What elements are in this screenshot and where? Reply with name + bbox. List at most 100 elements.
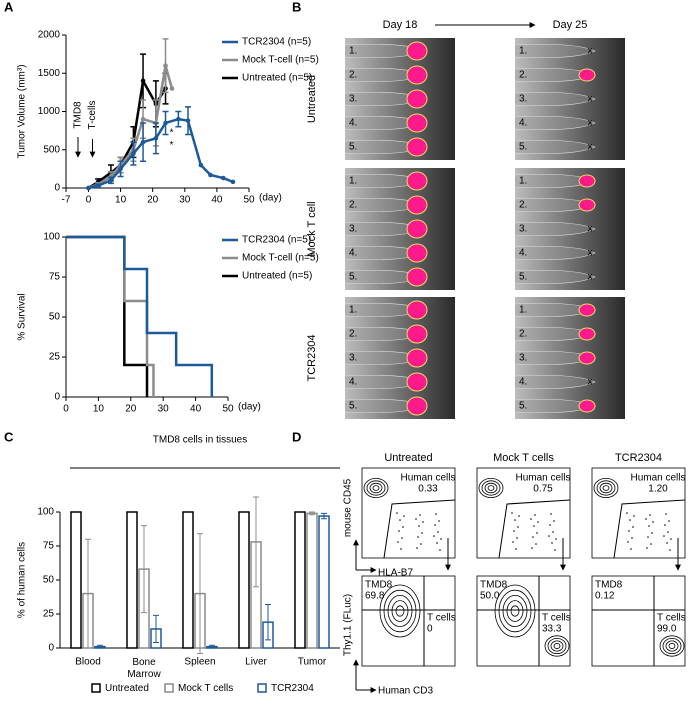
legend-swatch xyxy=(257,683,267,693)
y-tick-label: 0 xyxy=(48,643,54,654)
gate xyxy=(383,499,456,559)
gate xyxy=(498,499,571,559)
event xyxy=(554,549,556,551)
data-point xyxy=(118,166,123,172)
mouse-label: 3. xyxy=(349,224,357,235)
event xyxy=(530,518,532,520)
column-title: Day 25 xyxy=(553,19,588,31)
gate-label: T cells xyxy=(542,613,571,624)
excluded-mark: x xyxy=(588,272,593,283)
gate-value: 0.33 xyxy=(418,484,438,495)
annotation: * xyxy=(170,128,174,139)
mouse-outline xyxy=(514,374,596,390)
event xyxy=(418,525,420,527)
x-tick-label: Tumor xyxy=(298,657,327,668)
mouse-outline xyxy=(514,115,596,131)
event xyxy=(421,532,423,534)
column-title: Untreated xyxy=(384,452,432,464)
y-tick-label: 25 xyxy=(43,609,55,620)
x-tick-label: 10 xyxy=(93,404,105,415)
excluded-mark: x xyxy=(588,46,593,57)
contour xyxy=(596,480,616,496)
x-tick-label: 0 xyxy=(63,404,69,415)
data-point xyxy=(140,78,146,84)
y-tick-label: 100 xyxy=(43,232,60,243)
data-point xyxy=(131,151,136,156)
luminescence xyxy=(406,300,428,320)
event xyxy=(511,512,513,514)
luminescence xyxy=(406,267,428,287)
error-bar xyxy=(97,644,103,649)
x-tick-label: 50 xyxy=(243,195,255,206)
mouse-label: 4. xyxy=(519,248,527,259)
event xyxy=(633,515,635,517)
luminescence xyxy=(578,198,596,212)
data-point xyxy=(208,172,213,178)
luminescence xyxy=(406,372,428,392)
luminescence xyxy=(406,41,428,61)
luminescence xyxy=(406,137,428,157)
mouse-label: 1. xyxy=(519,176,527,187)
legend-label: Mock T cells xyxy=(178,683,233,694)
mouse-label: 2. xyxy=(349,329,357,340)
error-bar xyxy=(321,512,327,520)
contour xyxy=(379,584,421,638)
data-point xyxy=(95,183,101,189)
mouse-label: 5. xyxy=(519,401,527,412)
y-tick-label: 0 xyxy=(54,183,60,194)
mouse-outline xyxy=(514,43,596,59)
legend-label: Untreated xyxy=(105,683,149,694)
gate-label: Human cells xyxy=(515,473,570,484)
y-axis-label: % Survival xyxy=(17,293,28,340)
luminescence xyxy=(406,171,428,191)
data-point xyxy=(230,179,236,185)
y-tick-label: 0 xyxy=(54,392,60,403)
contour xyxy=(383,589,417,633)
y-tick-label: 1500 xyxy=(38,68,61,79)
event xyxy=(555,538,557,540)
luminescence xyxy=(578,68,596,82)
event xyxy=(514,519,516,521)
mouse-label: 5. xyxy=(519,142,527,153)
event xyxy=(626,512,628,514)
mouse-label: 2. xyxy=(519,70,527,81)
data-point xyxy=(86,185,91,191)
event xyxy=(548,535,550,537)
contour xyxy=(369,482,383,494)
event xyxy=(667,531,669,533)
legend-label: Untreated (n=5) xyxy=(242,73,312,84)
contour xyxy=(665,640,679,652)
contour xyxy=(599,482,613,494)
mouse-label: 4. xyxy=(349,248,357,259)
event xyxy=(645,518,647,520)
x-tick-label: 30 xyxy=(179,195,191,206)
mouse-label: 4. xyxy=(349,377,357,388)
event xyxy=(627,541,629,543)
contour xyxy=(372,485,380,491)
annotation: T-cells xyxy=(87,101,98,130)
event xyxy=(652,521,654,523)
contour xyxy=(387,595,413,628)
luminescence xyxy=(406,348,428,368)
excluded-mark: x xyxy=(588,94,593,105)
luminescence xyxy=(406,113,428,133)
event xyxy=(632,526,634,528)
y-tick-label: 50 xyxy=(43,575,55,586)
contour xyxy=(662,637,682,655)
event xyxy=(518,515,520,517)
event xyxy=(403,515,405,517)
annotation: TMD8 xyxy=(73,101,84,129)
legend-label: TCR2304 (n=5) xyxy=(242,37,311,48)
image-background xyxy=(515,168,625,290)
legend-label: TCR2304 xyxy=(271,683,314,694)
error-bar xyxy=(265,603,271,641)
excluded-mark: x xyxy=(588,118,593,129)
event xyxy=(551,542,553,544)
x-tick-label: 40 xyxy=(190,404,202,415)
mouse-label: 2. xyxy=(349,70,357,81)
contour xyxy=(484,482,498,494)
gate-value: 50.0 xyxy=(480,591,500,602)
panel-letter: C xyxy=(4,429,14,444)
mouse-outline xyxy=(514,245,596,261)
event xyxy=(549,524,551,526)
